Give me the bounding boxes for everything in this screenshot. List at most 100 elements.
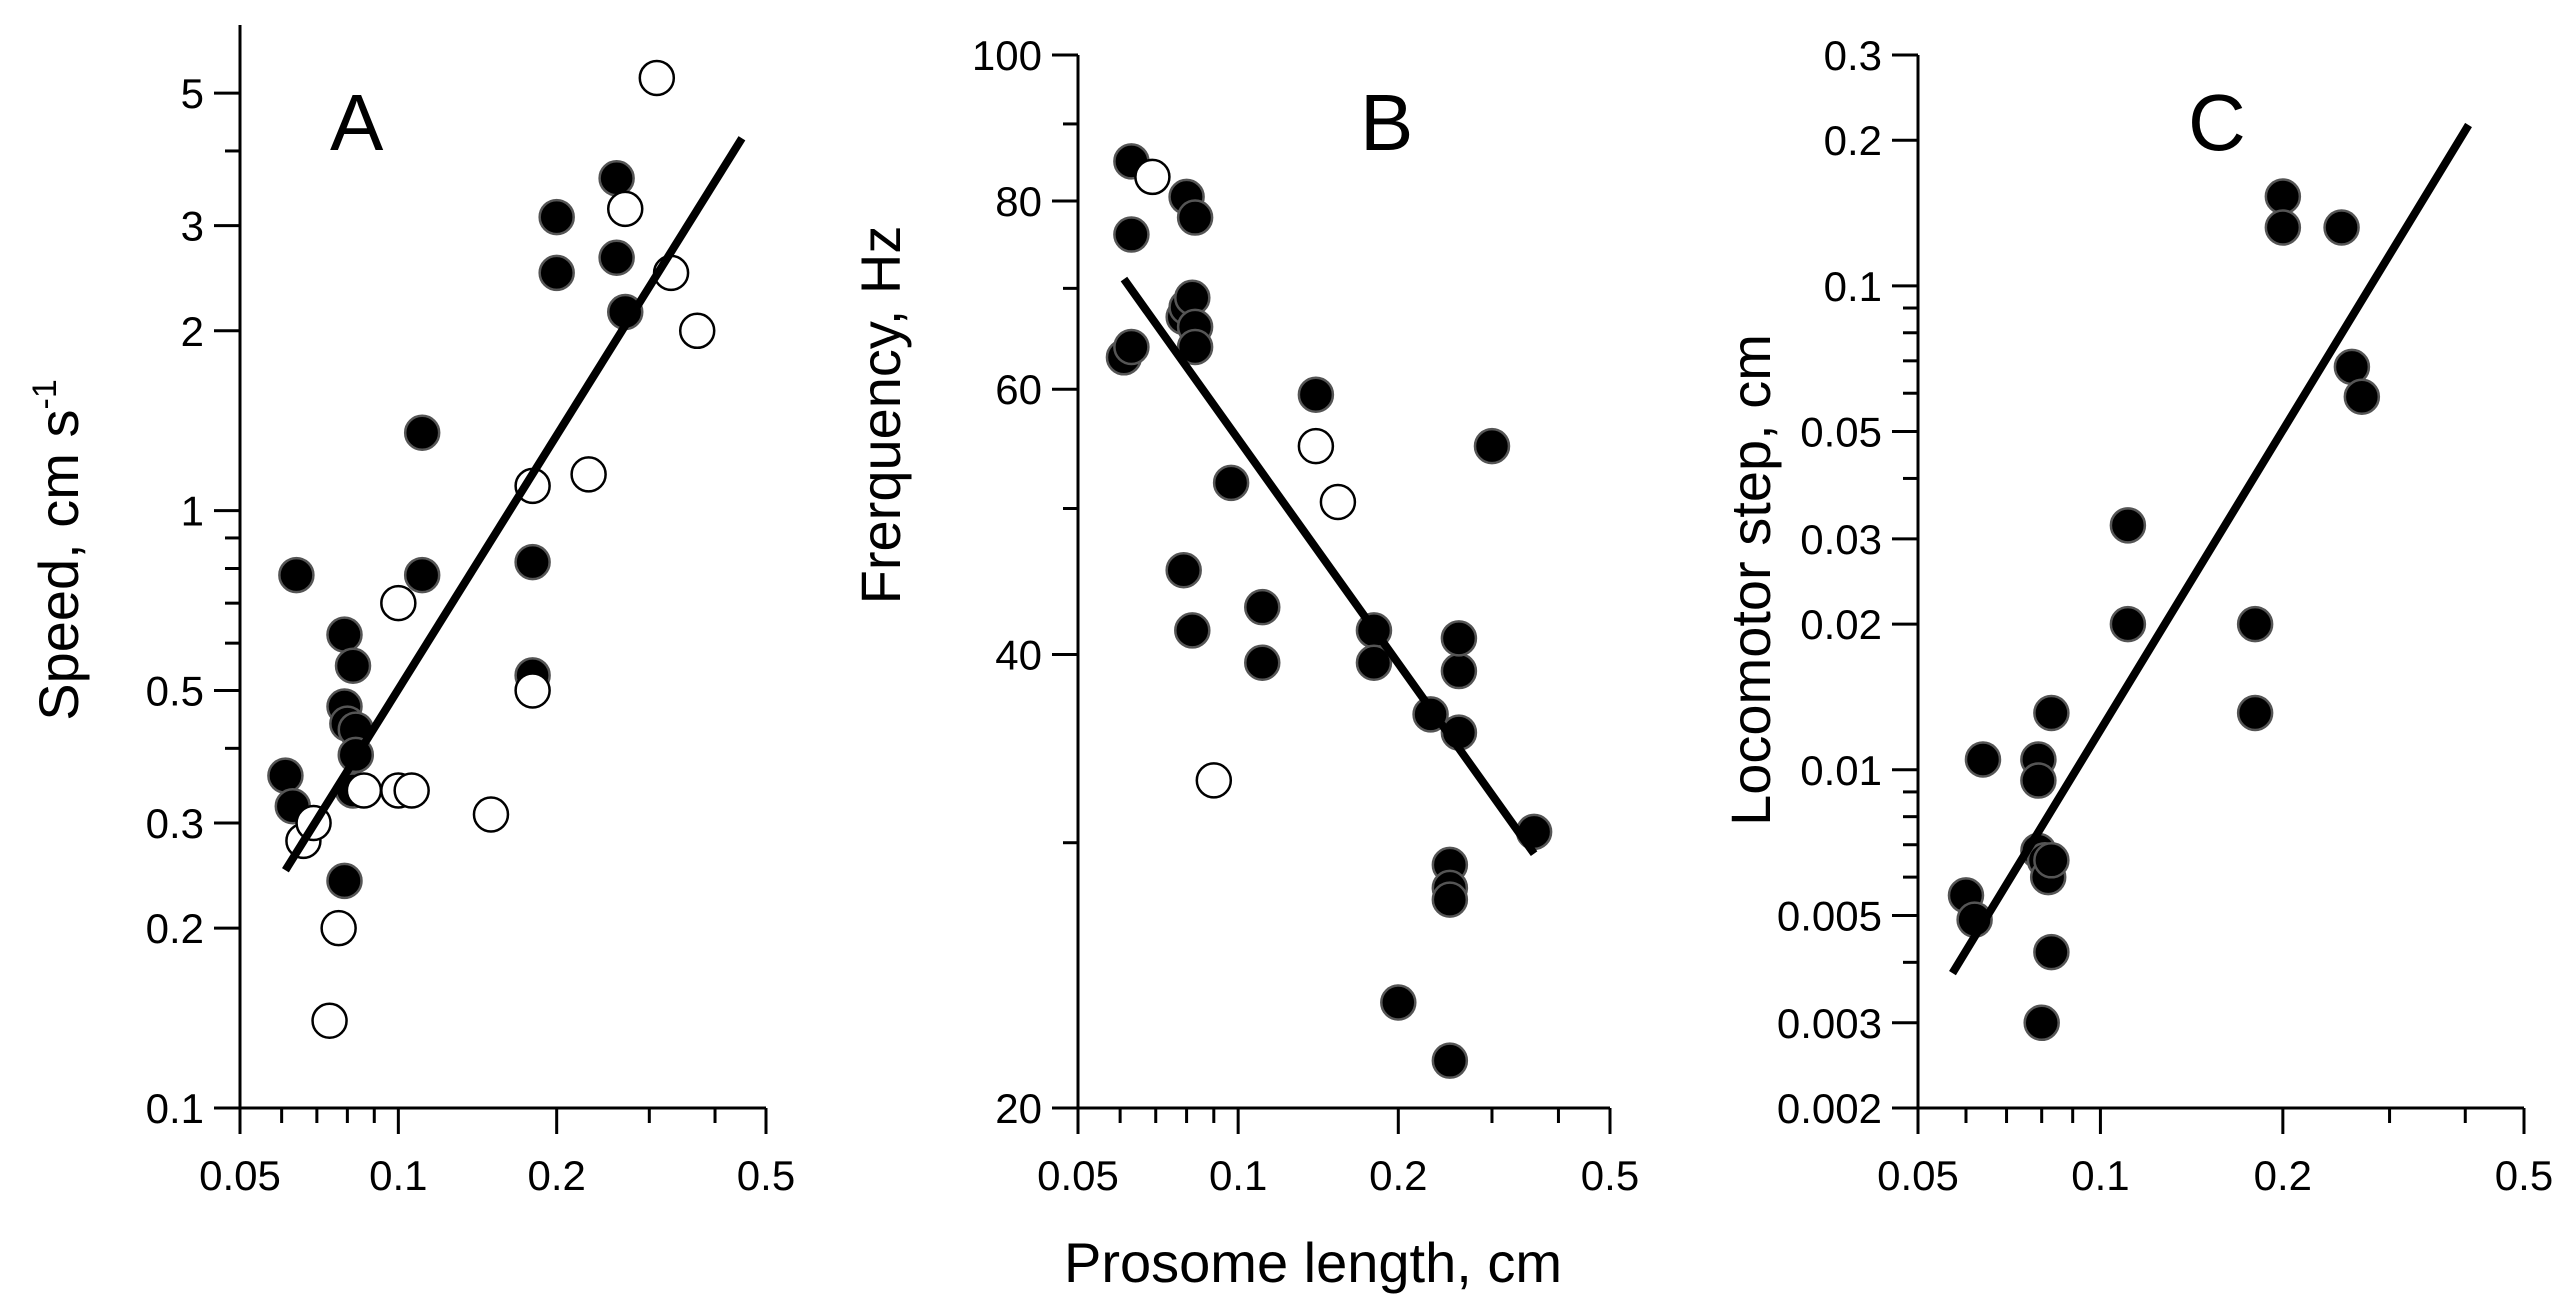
panel-c-y-tick-label: 0.02 [1800, 601, 1882, 648]
panel-a-x-tick-label: 0.05 [199, 1152, 281, 1199]
panel-c-filled-point [1964, 741, 2002, 778]
panel-b-filled-point [1174, 612, 1211, 649]
panel-c-filled-point [2236, 605, 2274, 643]
panel-b-filled-point [1176, 328, 1214, 366]
panel-c-y-tick-label: 0.002 [1777, 1085, 1882, 1132]
panel-a-y-tick-label: 0.3 [146, 800, 204, 847]
panel-b-filled-point [1355, 644, 1393, 681]
panel-c-x-tick-label: 0.05 [1877, 1152, 1959, 1199]
panel-a-x-tick-label: 0.2 [527, 1152, 585, 1199]
panel-a-x-tick-label: 0.5 [737, 1152, 795, 1199]
panel-c-y-tick-label: 0.01 [1800, 747, 1882, 794]
panel-a-y-tick-label: 1 [181, 488, 204, 535]
panel-c-y-tick-label: 0.005 [1777, 892, 1882, 939]
panel-a-fit-line [282, 136, 746, 873]
panel-a-open-point [514, 672, 551, 709]
panel-b-filled-point [1113, 328, 1150, 366]
panel-a-filled-point [514, 543, 551, 581]
panel-b-fit-line [1120, 276, 1538, 857]
panel-c-y-tick-label: 0.2 [1824, 117, 1882, 164]
panel-a-open-point [320, 909, 357, 947]
panel-c-y-tick-label: 0.3 [1824, 32, 1882, 79]
panel-c-filled-point [2033, 933, 2070, 971]
panel-a-filled-point [326, 616, 363, 653]
panel-a-y-tick-label: 2 [181, 308, 204, 355]
panel-c-filled-point [2033, 694, 2070, 732]
panel-a-filled-point [326, 862, 363, 900]
panel-b-filled-point [1431, 1042, 1469, 1079]
panel-c-x-tick-label: 0.2 [2254, 1152, 2312, 1199]
panel-c-letter: C [2188, 78, 2246, 167]
panel-b-filled-point [1440, 652, 1478, 690]
panel-a-filled-point [538, 254, 575, 292]
panel-a-open-point [638, 59, 676, 97]
panel-c-filled-point [2343, 378, 2381, 416]
panel-b-filled-point [1244, 644, 1281, 681]
panel-b-filled-point [1113, 216, 1150, 253]
panel-c-filled-point [2264, 209, 2302, 246]
panel-c-filled-point [2264, 178, 2302, 215]
panel-c: C Locomotor step, cm 0.002 0.003 0.005 0.01… [1719, 32, 2553, 1199]
panel-a-open-point [472, 796, 510, 833]
panel-a-filled-point [278, 556, 315, 594]
panel-a: A Speed, cm s-1 0.1 0.2 0.3 0.5 1 2 3 5 0.05 0.1 0… [26, 25, 795, 1199]
panel-a-y-tick-label: 0.2 [146, 905, 204, 952]
panel-b-x-tick-label: 0.05 [1037, 1152, 1119, 1199]
panel-b-x-tick-label: 0.5 [1581, 1152, 1639, 1199]
panel-a-filled-point [598, 160, 635, 197]
panel-a-open-point [393, 772, 430, 809]
panel-b-y-tick-label: 20 [995, 1085, 1042, 1132]
panel-c-filled-point [2236, 694, 2274, 732]
panel-b-filled-point [1165, 551, 1202, 589]
panel-c-x-tick-label: 0.5 [2495, 1152, 2553, 1199]
panel-b-open-point [1134, 158, 1171, 196]
panel-b-filled-point [1473, 427, 1511, 465]
panel-a-filled-point [538, 198, 575, 236]
panel-a-open-point [311, 1002, 348, 1039]
shared-x-axis-title: Prosome length, cm [1064, 1231, 1562, 1294]
panel-a-open-point [570, 456, 607, 493]
panel-b-y-tick-label: 60 [995, 366, 1042, 413]
panel-b-y-tick-label: 40 [995, 631, 1042, 678]
panel-b-letter: B [1360, 78, 1413, 167]
panel-a-y-tick-label: 5 [181, 70, 204, 117]
panel-c-filled-point [2020, 762, 2057, 799]
panel-c-y-tick-label: 0.1 [1824, 263, 1882, 310]
panel-b: B Frerquency, Hz 20 40 60 80 100 0.05 0.1 0.2 0.… [849, 32, 1639, 1199]
panel-b-filled-point [1297, 376, 1335, 413]
panel-c-filled-point [2033, 842, 2070, 879]
panel-a-filled-point [403, 414, 441, 452]
panel-b-filled-point [1431, 881, 1469, 918]
panel-a-open-point [606, 190, 644, 228]
panel-a-y-tick-label: 3 [181, 203, 204, 250]
panel-b-filled-point [1440, 620, 1478, 657]
panel-b-y-tick-label: 100 [972, 32, 1042, 79]
panel-c-y-axis-title: Locomotor step, cm [1719, 334, 1782, 826]
panel-b-y-axis-title: Frerquency, Hz [849, 226, 912, 605]
panel-a-x-tick-label: 0.1 [369, 1152, 427, 1199]
panel-b-filled-point [1380, 984, 1417, 1021]
panel-a-y-tick-label: 0.5 [146, 667, 204, 714]
panel-b-x-tick-label: 0.2 [1369, 1152, 1427, 1199]
panel-c-filled-point [2109, 507, 2147, 544]
panel-a-filled-point [403, 556, 441, 594]
panel-b-filled-point [1212, 464, 1250, 502]
panel-c-y-tick-label: 0.003 [1777, 1000, 1882, 1047]
panel-c-filled-point [2323, 209, 2360, 246]
panel-c-y-tick-label: 0.03 [1800, 516, 1882, 563]
panel-a-open-point [678, 312, 716, 350]
panel-b-y-tick-label: 80 [995, 178, 1042, 225]
panel-a-y-tick-label: 0.1 [146, 1085, 204, 1132]
panel-a-filled-point [598, 239, 635, 277]
panel-a-filled-point [334, 647, 372, 684]
panel-a-letter: A [330, 78, 384, 167]
panel-c-x-tick-label: 0.1 [2071, 1152, 2129, 1199]
panel-b-x-tick-label: 0.1 [1209, 1152, 1267, 1199]
panel-b-open-point [1297, 427, 1335, 465]
panel-a-y-axis-title: Speed, cm s-1 [26, 379, 90, 721]
panel-b-filled-point [1176, 199, 1214, 236]
panel-c-filled-point [2023, 1004, 2060, 1042]
panel-a-open-point [345, 772, 383, 809]
